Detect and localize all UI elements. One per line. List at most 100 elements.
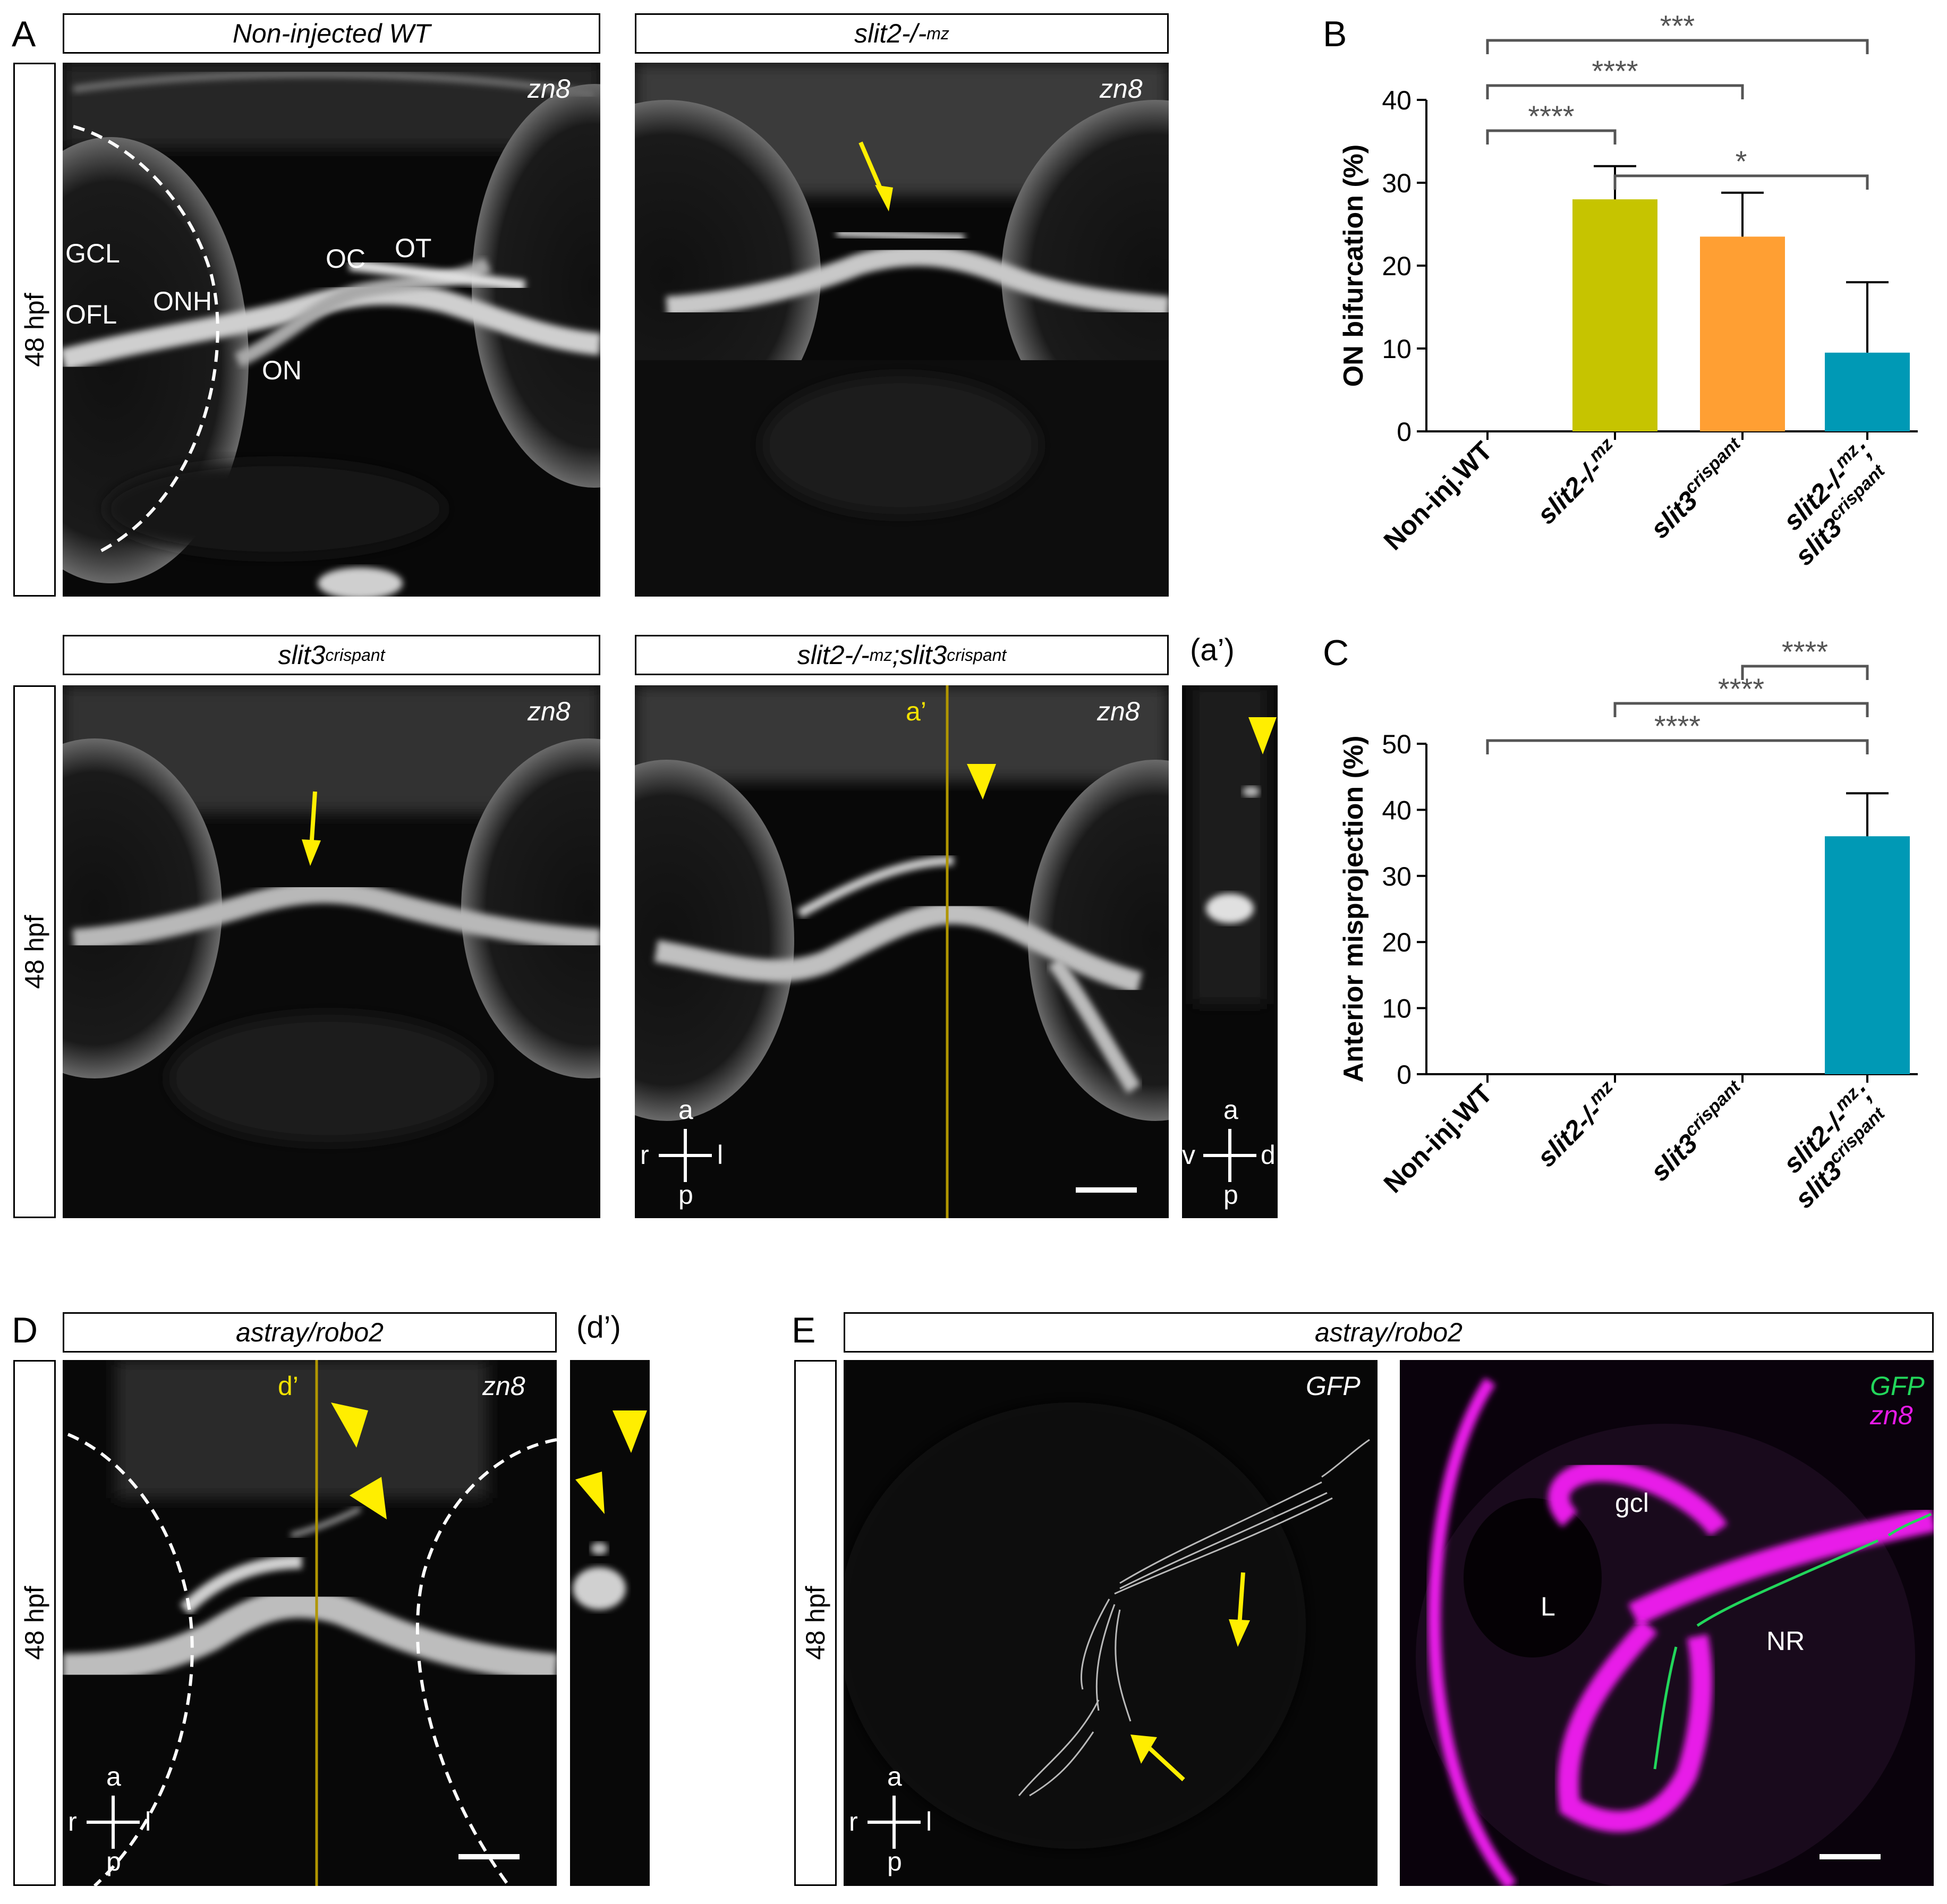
panel-letter-a: A	[12, 14, 36, 54]
side-label-48hpf-bottom: 48 hpf	[13, 685, 56, 1218]
stain-label-gfp: GFP	[1306, 1371, 1361, 1401]
axis-a: a	[678, 1095, 693, 1125]
axis-p: p	[1223, 1180, 1238, 1210]
panel-letter-e: E	[792, 1310, 816, 1350]
stain-label-zn8: zn8	[528, 74, 571, 104]
micrograph-slit2: zn8	[635, 63, 1169, 597]
category-sup: crispant	[1680, 433, 1745, 498]
header-text: slit3	[278, 640, 326, 670]
stain-label-gfp-green: GFP	[1870, 1371, 1925, 1401]
y-tick-label: 40	[1382, 795, 1412, 825]
micrograph-wt: zn8 GCL OFL ONH OC OT ON	[63, 63, 600, 597]
panel-letter-c: C	[1323, 633, 1349, 673]
micrograph-slit3: zn8	[63, 685, 600, 1218]
label-gcl: GCL	[65, 239, 120, 268]
label-a-prime-line: a’	[906, 696, 926, 726]
micrograph-astray-merge: GFP zn8 gcl L NR	[1400, 1360, 1934, 1886]
micrograph-slit2-svg	[635, 63, 1169, 597]
header-sup: mz	[926, 23, 949, 43]
y-tick-label: 0	[1397, 1060, 1412, 1090]
header-astray-e: astray/robo2	[844, 1312, 1934, 1353]
micrograph-wt-svg	[63, 63, 600, 597]
header-non-injected-wt: Non-injected WT	[63, 13, 600, 54]
category-label: slit2-/-mz;slit3crispant	[1778, 436, 1890, 571]
significance-bracket	[1486, 84, 1744, 99]
header-text: slit2-/-	[854, 19, 927, 48]
significance-bracket	[1486, 739, 1869, 754]
axis-l: l	[926, 1807, 932, 1837]
label-a-prime: (a’)	[1190, 633, 1235, 667]
side-label-text: 48 hpf	[20, 292, 49, 367]
axis-r: r	[68, 1807, 77, 1837]
y-tick-label: 0	[1397, 417, 1412, 447]
micrograph-d-prime-svg	[570, 1360, 650, 1886]
side-label-text: 48 hpf	[20, 914, 49, 989]
micrograph-a-prime-svg	[1182, 685, 1278, 1218]
panel-letter-d: D	[12, 1310, 38, 1350]
micrograph-double-svg	[635, 685, 1169, 1218]
significance-bracket	[1486, 129, 1617, 144]
significance-label: ****	[1654, 709, 1701, 743]
side-label-48hpf-top: 48 hpf	[13, 63, 56, 597]
stain-label-zn8: zn8	[1100, 74, 1143, 104]
header-slit3: slit3 crispant	[63, 635, 600, 675]
header-sup-2: crispant	[947, 645, 1007, 665]
micrograph-d-prime	[570, 1360, 650, 1886]
axis-p: p	[887, 1847, 902, 1876]
stain-label-zn8: zn8	[482, 1371, 525, 1401]
label-ofl: OFL	[65, 300, 117, 329]
label-lens: L	[1541, 1592, 1555, 1621]
y-axis-label: Anterior misprojection (%)	[1338, 736, 1369, 1083]
header-text: astray/robo2	[1315, 1318, 1463, 1347]
significance-bracket	[1741, 665, 1869, 680]
header-double-mutant: slit2-/- mz ;slit3 crispant	[635, 635, 1169, 675]
category-text: slit2-/-mz	[1529, 434, 1626, 530]
y-axis-label: ON bifurcation (%)	[1338, 144, 1369, 387]
label-d-prime-line: d’	[278, 1371, 299, 1401]
category-text: Non-inj.WT	[1378, 1078, 1498, 1198]
significance-bracket	[1486, 39, 1869, 54]
category-label: slit3crispant	[1645, 1076, 1745, 1187]
axis-l: l	[145, 1807, 151, 1837]
axis-r: r	[640, 1140, 649, 1170]
y-tick-label: 10	[1382, 334, 1412, 364]
stain-label-zn8: zn8	[528, 696, 571, 726]
category-base: Non-inj.WT	[1378, 436, 1498, 556]
stain-label-zn8: zn8	[1097, 696, 1140, 726]
axis-d: d	[1261, 1140, 1276, 1170]
header-sup: mz	[869, 645, 892, 665]
category-base: Non-inj.WT	[1378, 1078, 1498, 1198]
y-tick-label: 30	[1382, 168, 1412, 198]
micrograph-gfp-svg	[844, 1360, 1378, 1886]
micrograph-double-mutant: zn8 a’ a r l p	[635, 685, 1169, 1218]
bar	[1825, 836, 1910, 1074]
side-label-48hpf-e: 48 hpf	[794, 1360, 837, 1886]
category-label: slit3crispant	[1645, 433, 1745, 544]
axis-p: p	[106, 1847, 121, 1876]
category-label: Non-inj.WT	[1378, 1078, 1498, 1198]
header-slit2: slit2-/- mz	[635, 13, 1169, 54]
header-text: astray/robo2	[236, 1318, 384, 1347]
header-astray-d: astray/robo2	[63, 1312, 557, 1353]
chart-b: 0 10 20 30 40 ON bifurcation (%) Non-inj.WT sli…	[1338, 9, 1918, 571]
label-nr: NR	[1766, 1626, 1805, 1656]
panel-letter-b: B	[1323, 14, 1347, 54]
bar	[1572, 199, 1657, 431]
y-tick-label: 40	[1382, 86, 1412, 115]
category-text: slit2-/-mz	[1529, 1077, 1626, 1173]
label-on: ON	[262, 355, 302, 385]
y-tick-label: 30	[1382, 862, 1412, 891]
header-text: slit2-/-	[797, 640, 870, 670]
axis-p: p	[678, 1180, 693, 1210]
micrograph-astray-d: zn8 d’ a r l p	[63, 1360, 557, 1886]
micrograph-astray-gfp: GFP a r l p	[844, 1360, 1378, 1886]
label-ot: OT	[395, 233, 432, 263]
category-text: Non-inj.WT	[1378, 436, 1498, 556]
label-d-prime: (d’)	[576, 1310, 621, 1345]
category-sup: crispant	[1680, 1076, 1745, 1141]
label-gcl-merge: gcl	[1615, 1488, 1649, 1518]
category-base: slit2-/-	[1532, 1096, 1608, 1173]
chart-c: 0 10 20 30 40 50 Anterior misprojection (%) Non…	[1338, 635, 1918, 1214]
header-text: Non-injected WT	[232, 19, 431, 48]
bar	[1700, 236, 1785, 431]
